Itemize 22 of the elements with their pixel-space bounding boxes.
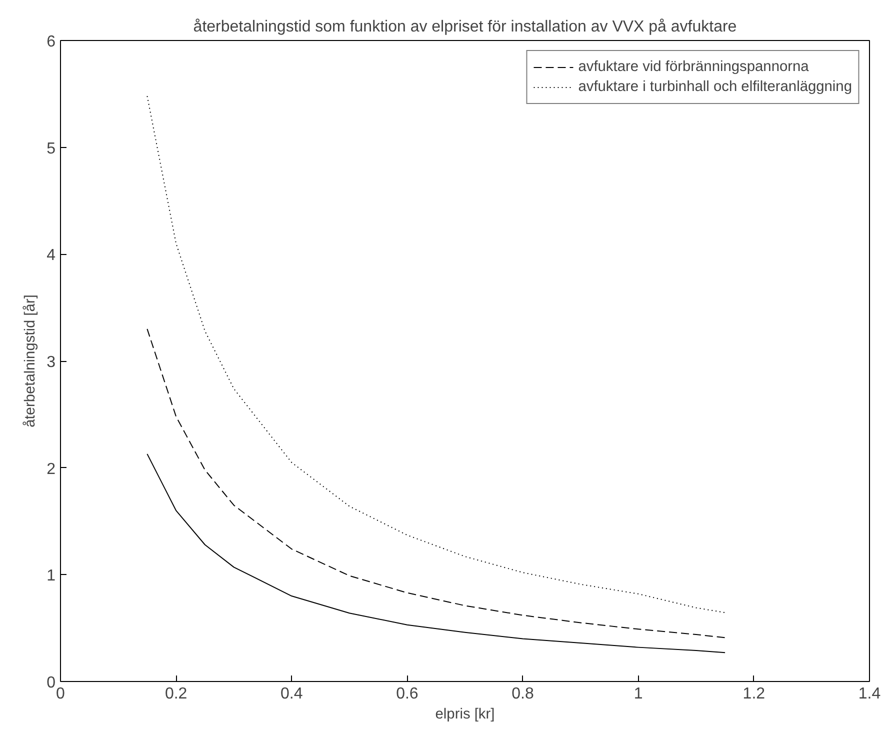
y-tick-label: 2: [46, 460, 56, 478]
x-tick-label: 0.4: [280, 686, 303, 702]
x-tick-label: 1.4: [858, 686, 881, 702]
x-tick-label: 1.2: [742, 686, 766, 702]
line-series: [146, 453, 726, 654]
y-tick-label: 6: [46, 34, 56, 50]
y-axis-title: återbetalningstid [år]: [22, 294, 39, 428]
x-tick-label: 0.2: [164, 686, 188, 702]
y-tick-label: 0: [46, 674, 56, 692]
y-tick-label: 4: [46, 247, 56, 264]
x-tick-label: 1: [634, 686, 643, 702]
line-series: [146, 328, 726, 638]
x-axis-title: elpris [kr]: [435, 706, 495, 722]
y-tick-label: 1: [46, 568, 56, 585]
x-tick-label: 0.8: [512, 686, 534, 702]
legend-label: avfuktare i turbinhall och elfilteranläggning: [578, 79, 852, 95]
y-tick-label: 5: [46, 140, 56, 158]
line-series: [146, 96, 726, 614]
legend-label: avfuktare vid förbränningspannorna: [578, 59, 809, 75]
x-tick-label: 0.6: [396, 686, 418, 702]
y-tick-label: 3: [46, 354, 56, 371]
chart-title: återbetalningstid som funktion av elpriset för installation av VVX på avfuktare: [193, 18, 737, 36]
